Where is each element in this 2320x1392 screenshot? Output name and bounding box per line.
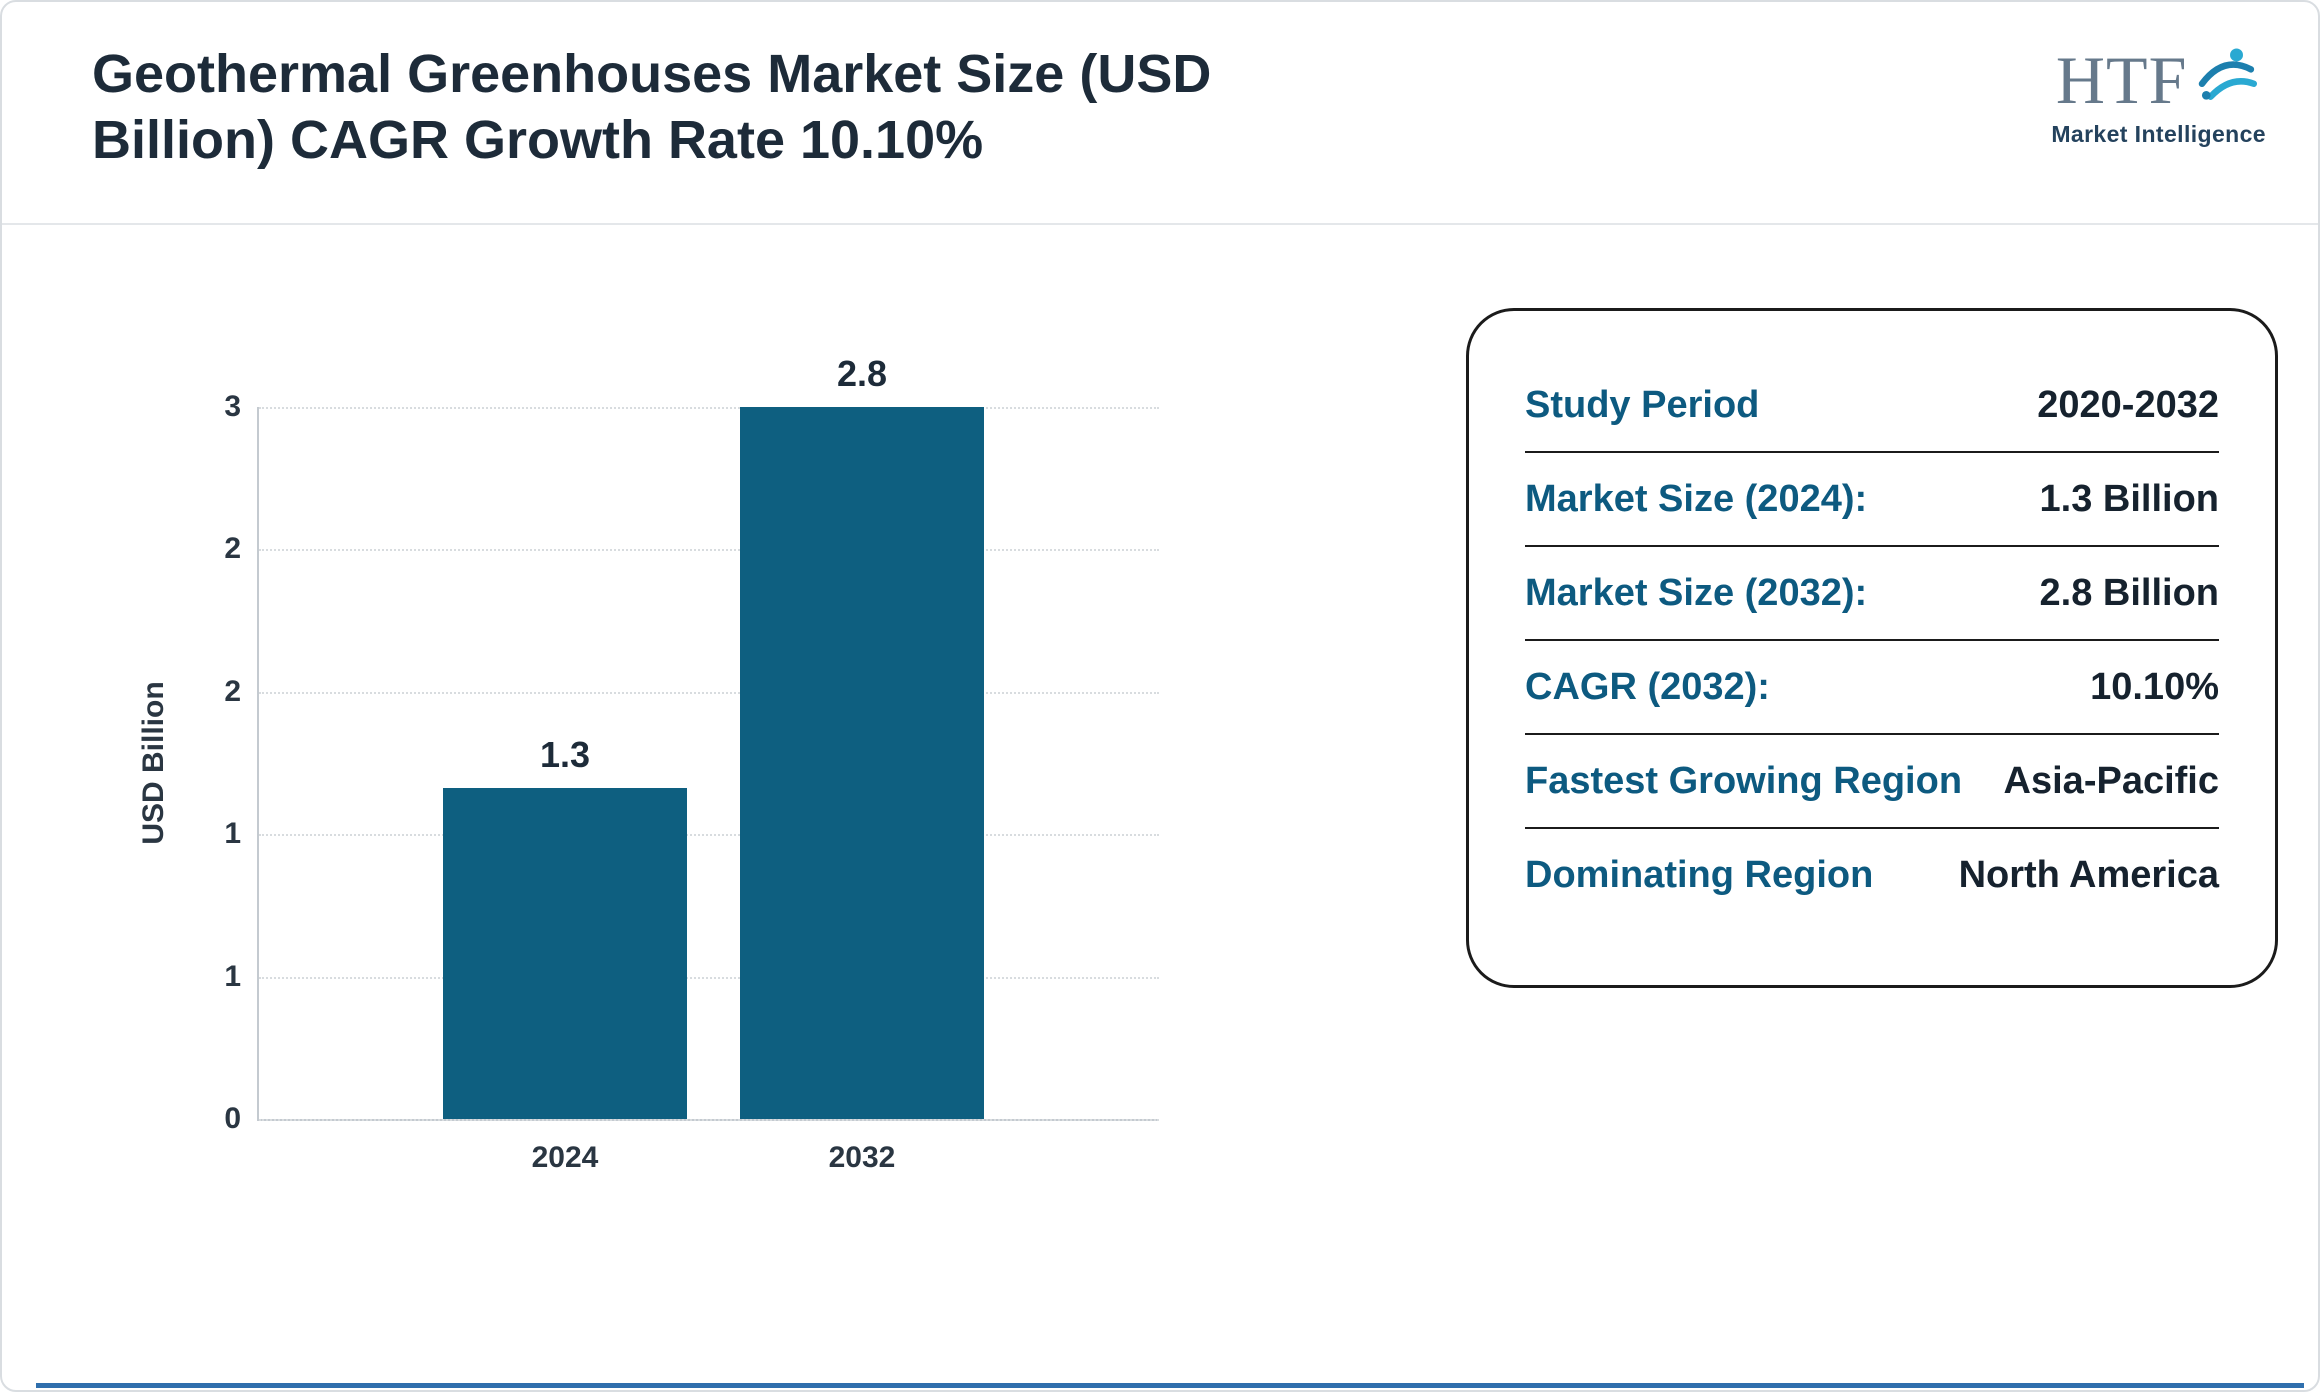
x-tick-label: 2032 xyxy=(828,1141,896,1174)
info-row-value: Asia-Pacific xyxy=(2003,759,2219,802)
info-row-label: Dominating Region xyxy=(1525,853,1874,896)
info-card: Study Period 2020-2032 Market Size (2024… xyxy=(1466,308,2278,988)
y-tick-label: 1 xyxy=(224,817,241,851)
gridline xyxy=(259,1119,1159,1121)
info-row-label: CAGR (2032): xyxy=(1525,665,1770,708)
info-row-value: 10.10% xyxy=(2090,665,2219,708)
logo-swoosh-icon xyxy=(2189,42,2261,119)
bar-chart-plot-area: 0 1 1 2 2 3 1.3 2024 2.8 2032 xyxy=(224,353,1159,1174)
y-axis-label: USD Billion xyxy=(137,681,170,845)
y-tick-label: 2 xyxy=(224,532,241,566)
info-row-label: Fastest Growing Region xyxy=(1525,759,1963,802)
info-row-market-size-2032: Market Size (2032): 2.8 Billion xyxy=(1525,547,2219,641)
footer-accent-line xyxy=(36,1383,2304,1388)
y-tick-label: 3 xyxy=(224,390,241,423)
info-row-cagr: CAGR (2032): 10.10% xyxy=(1525,641,2219,735)
brand-logo-top: HTF xyxy=(2056,46,2261,119)
gridline xyxy=(259,976,1159,979)
bar-value-label: 2.8 xyxy=(836,353,888,394)
info-row-label: Market Size (2024): xyxy=(1525,477,1868,520)
gridline xyxy=(259,691,1159,694)
info-row-study-period: Study Period 2020-2032 xyxy=(1525,359,2219,453)
x-tick-label: 2024 xyxy=(531,1141,599,1174)
brand-logo: HTF Market Intelligence xyxy=(2051,46,2266,148)
brand-logo-tagline: Market Intelligence xyxy=(2051,121,2266,147)
info-row-market-size-2024: Market Size (2024): 1.3 Billion xyxy=(1525,453,2219,547)
info-row-label: Study Period xyxy=(1525,383,1760,426)
info-row-value: 2020-2032 xyxy=(2037,383,2219,426)
y-tick-label: 1 xyxy=(224,959,241,993)
y-tick-label: 0 xyxy=(224,1102,241,1135)
gridline xyxy=(259,407,1159,409)
info-row-fastest-growing-region: Fastest Growing Region Asia-Pacific xyxy=(1525,735,2219,829)
page-title: Geothermal Greenhouses Market Size (USD … xyxy=(92,42,1211,174)
info-row-value: 2.8 Billion xyxy=(2039,571,2219,614)
info-row-dominating-region: Dominating Region North America xyxy=(1525,829,2219,921)
info-row-value: 1.3 Billion xyxy=(2039,477,2219,520)
bar-value-label: 1.3 xyxy=(539,734,591,776)
bar-2024 xyxy=(442,788,688,1119)
info-row-value: North America xyxy=(1958,853,2219,896)
gridline xyxy=(259,549,1159,552)
gridline xyxy=(259,834,1159,837)
page-title-line2: Billion) CAGR Growth Rate 10.10% xyxy=(92,109,984,170)
info-row-label: Market Size (2032): xyxy=(1525,571,1868,614)
bar-2032 xyxy=(739,407,985,1119)
page-title-line1: Geothermal Greenhouses Market Size (USD xyxy=(92,44,1212,104)
brand-logo-text: HTF xyxy=(2055,42,2188,118)
header-divider xyxy=(2,223,2318,225)
y-tick-label: 2 xyxy=(224,674,241,708)
